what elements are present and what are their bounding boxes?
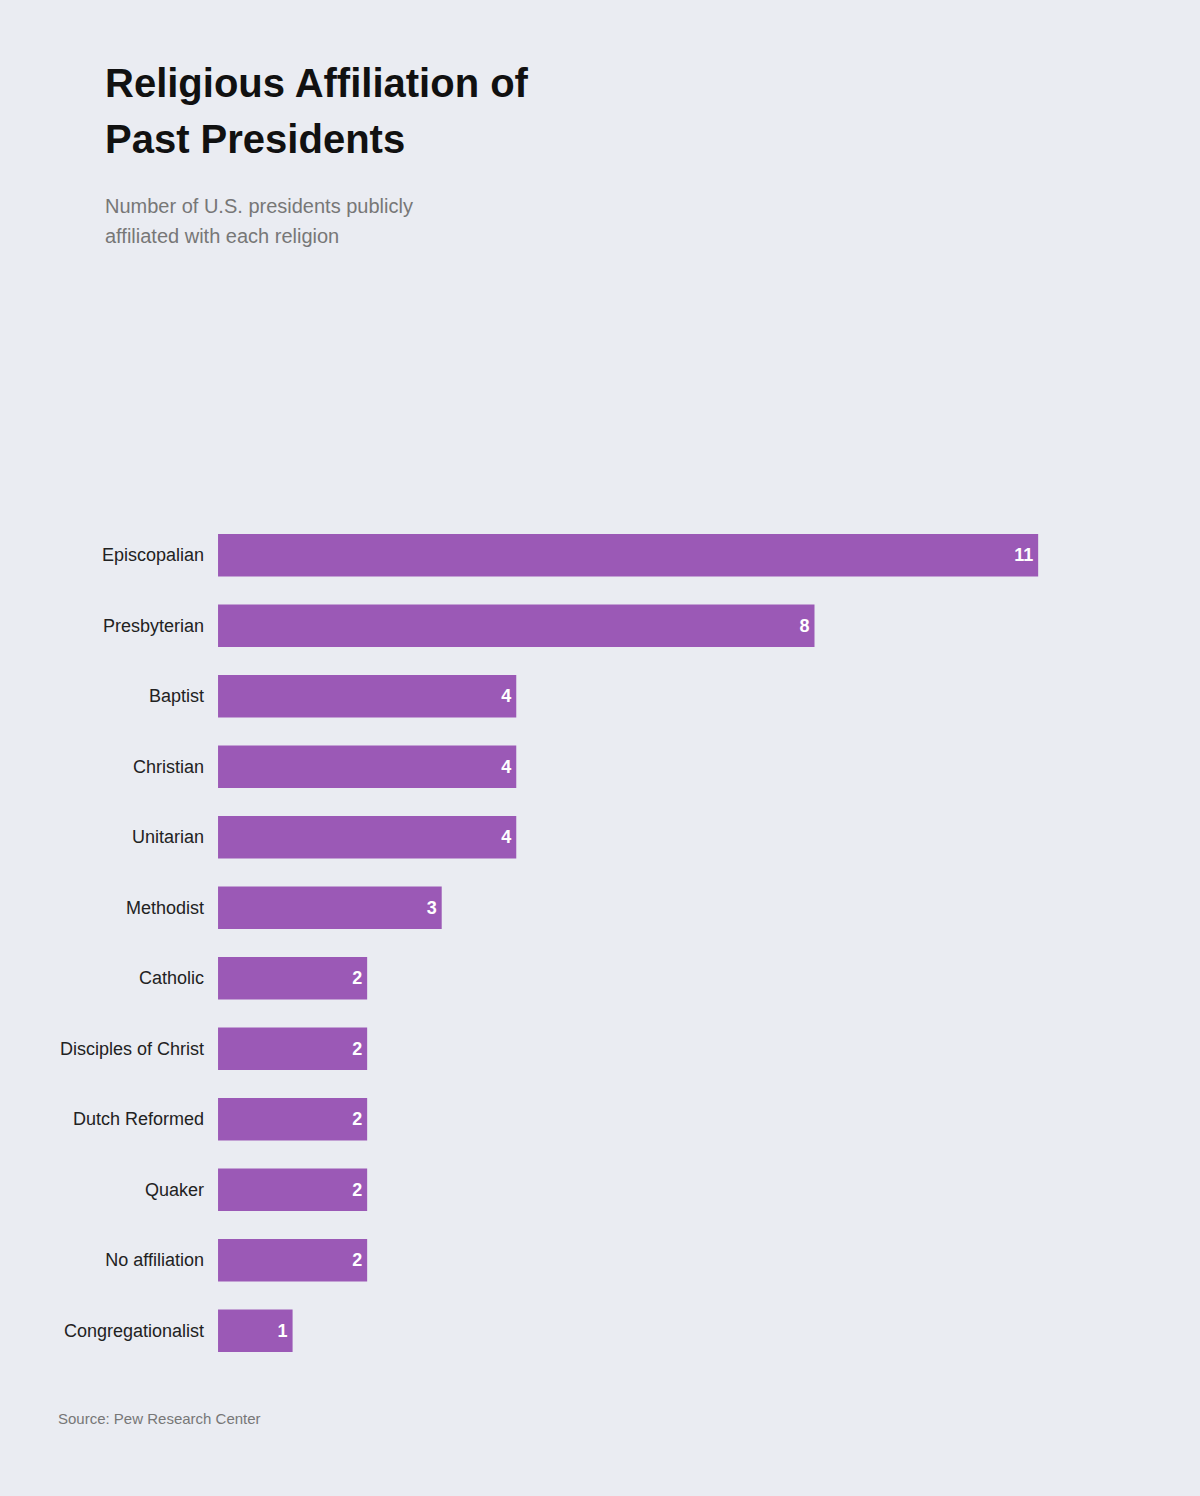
svg-text:2: 2: [352, 968, 362, 988]
svg-text:Quaker: Quaker: [145, 1180, 204, 1200]
svg-text:Dutch Reformed: Dutch Reformed: [73, 1109, 204, 1129]
svg-text:2: 2: [352, 1180, 362, 1200]
svg-text:1: 1: [278, 1321, 288, 1341]
svg-text:No affiliation: No affiliation: [105, 1250, 204, 1270]
svg-text:2: 2: [352, 1109, 362, 1129]
svg-text:Baptist: Baptist: [149, 686, 204, 706]
svg-text:Christian: Christian: [133, 757, 204, 777]
svg-text:Catholic: Catholic: [139, 968, 204, 988]
svg-text:8: 8: [799, 616, 809, 636]
svg-text:Religious Affiliation of: Religious Affiliation of: [105, 61, 529, 105]
svg-text:2: 2: [352, 1250, 362, 1270]
svg-text:4: 4: [501, 757, 511, 777]
svg-text:Number of U.S. presidents publ: Number of U.S. presidents publicly: [105, 195, 413, 217]
svg-text:3: 3: [427, 898, 437, 918]
svg-text:4: 4: [501, 827, 511, 847]
svg-text:Source: Pew Research Center: Source: Pew Research Center: [58, 1410, 261, 1427]
svg-text:Episcopalian: Episcopalian: [102, 545, 204, 565]
svg-text:Past Presidents: Past Presidents: [105, 117, 405, 161]
svg-text:affiliated with each religion: affiliated with each religion: [105, 225, 339, 247]
svg-text:11: 11: [1014, 545, 1033, 565]
svg-text:Presbyterian: Presbyterian: [103, 616, 204, 636]
svg-text:Congregationalist: Congregationalist: [64, 1321, 204, 1341]
svg-text:Unitarian: Unitarian: [132, 827, 204, 847]
svg-text:2: 2: [352, 1039, 362, 1059]
svg-text:4: 4: [501, 686, 511, 706]
svg-text:Disciples of Christ: Disciples of Christ: [60, 1039, 204, 1059]
svg-text:Methodist: Methodist: [126, 898, 204, 918]
